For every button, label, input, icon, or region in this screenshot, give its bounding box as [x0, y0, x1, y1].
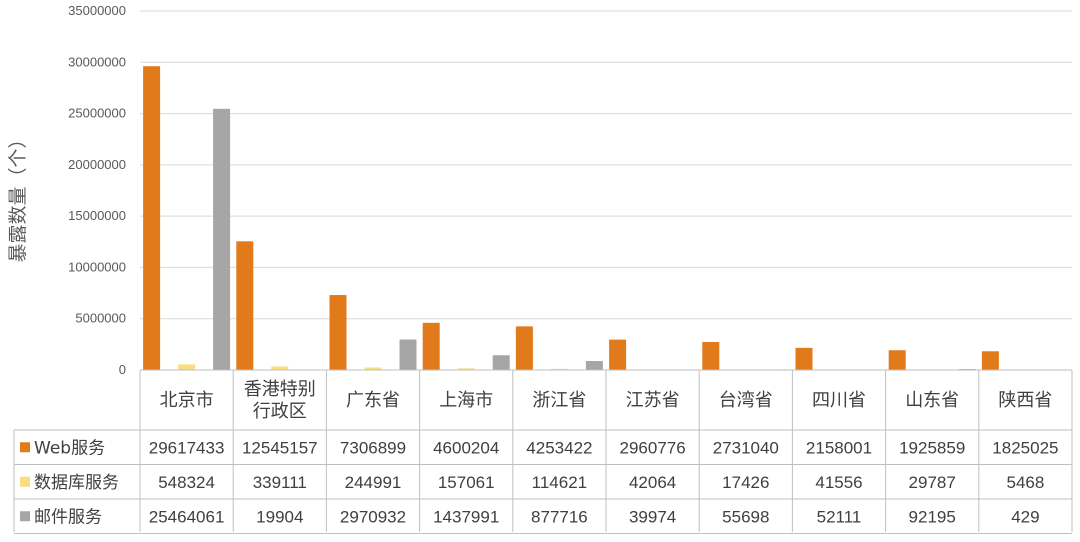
bar — [457, 368, 475, 370]
bar — [609, 339, 627, 370]
data-cell: 4253422 — [526, 438, 592, 457]
data-cell: 244991 — [345, 473, 402, 492]
y-tick-label: 35000000 — [68, 3, 126, 18]
y-tick-label: 25000000 — [68, 106, 126, 121]
data-cell: 2970932 — [340, 507, 406, 526]
bar — [271, 366, 289, 370]
bar — [550, 368, 568, 370]
bar — [702, 341, 720, 370]
data-cell: 92195 — [909, 507, 956, 526]
legend-key — [20, 511, 30, 522]
data-cell: 29787 — [909, 473, 956, 492]
data-cell: 12545157 — [242, 438, 318, 457]
data-cell: 42064 — [629, 473, 676, 492]
data-cell: 1437991 — [433, 507, 499, 526]
data-cell: 1925859 — [899, 438, 965, 457]
y-tick-label: 5000000 — [75, 311, 126, 326]
series-name: Web服务 — [34, 438, 105, 458]
data-cell: 4600204 — [433, 438, 499, 457]
legend-key — [20, 442, 30, 453]
y-tick-label: 15000000 — [68, 208, 126, 223]
bar — [236, 241, 254, 370]
bar — [143, 66, 161, 371]
data-cell: 114621 — [532, 473, 587, 492]
data-cell: 157061 — [438, 473, 495, 492]
data-cell: 5468 — [1006, 473, 1044, 492]
category-label: 广东省 — [346, 390, 400, 411]
category-label: 行政区 — [253, 401, 307, 422]
category-label: 北京市 — [160, 390, 214, 411]
data-cell: 2731040 — [713, 438, 779, 457]
bar — [492, 355, 510, 370]
data-cell: 29617433 — [149, 438, 225, 457]
bar — [422, 322, 440, 370]
category-label: 四川省 — [812, 390, 866, 411]
data-cell: 19904 — [256, 507, 303, 526]
bar — [178, 364, 196, 370]
bar — [981, 351, 999, 370]
data-cell: 39974 — [629, 507, 676, 526]
data-cell: 1825025 — [992, 438, 1058, 457]
category-label: 上海市 — [439, 390, 493, 411]
data-cell: 7306899 — [340, 438, 406, 457]
legend-key — [20, 476, 30, 487]
y-tick-label: 30000000 — [68, 54, 126, 69]
category-label: 浙江省 — [532, 390, 586, 411]
bar — [585, 360, 603, 370]
data-cell: 2158001 — [806, 438, 872, 457]
data-cell: 17426 — [722, 473, 769, 492]
data-cell: 339111 — [253, 473, 307, 492]
category-label: 香港特别 — [244, 379, 316, 400]
bar — [399, 339, 417, 370]
data-cell: 548324 — [158, 473, 215, 492]
bar — [515, 326, 533, 370]
bars — [143, 66, 1069, 371]
category-label: 山东省 — [905, 390, 959, 411]
data-cell: 429 — [1011, 507, 1039, 526]
bar — [329, 295, 347, 370]
category-label: 陕西省 — [998, 390, 1052, 411]
data-cell: 25464061 — [149, 507, 225, 526]
series-name: 数据库服务 — [34, 473, 119, 493]
y-tick-label: 10000000 — [68, 259, 126, 274]
bar — [213, 108, 231, 370]
y-axis-ticks: 0 5000000 10000000 15000000 20000000 25000000… — [68, 3, 126, 377]
data-cell: 52111 — [817, 507, 862, 526]
bar — [888, 350, 906, 370]
data-cell: 55698 — [722, 507, 769, 526]
y-tick-label: 0 — [119, 362, 126, 377]
bar — [795, 347, 813, 370]
category-label: 江苏省 — [626, 390, 680, 411]
gridlines — [140, 10, 1072, 320]
y-tick-label: 20000000 — [68, 157, 126, 172]
bar — [364, 367, 382, 370]
data-cell: 2960776 — [620, 438, 686, 457]
data-cell: 877716 — [531, 507, 588, 526]
category-label: 台湾省 — [719, 390, 773, 411]
series-name: 邮件服务 — [34, 507, 102, 527]
y-axis-label: 暴露数量（个） — [7, 129, 29, 262]
data-cell: 41556 — [815, 473, 862, 492]
